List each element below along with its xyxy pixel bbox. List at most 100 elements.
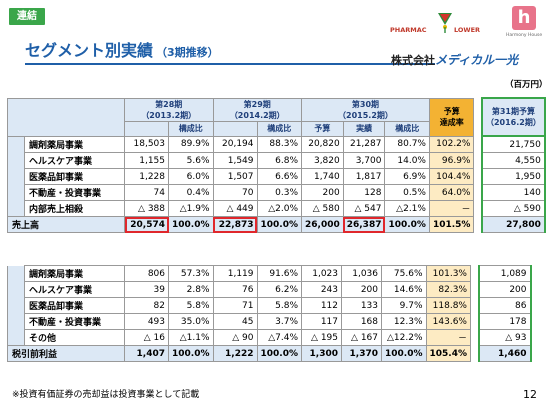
profit-cell-c30: 75.6% — [381, 265, 427, 282]
profit-cell-b30: 112 — [301, 297, 342, 314]
sales-cell-c28: △1.9% — [168, 200, 214, 217]
gap-cell — [473, 216, 482, 233]
sales-cell-a30: 21,287 — [342, 135, 386, 153]
title-underline — [25, 63, 435, 65]
sales-cell-a30: 128 — [342, 184, 386, 201]
profit-cell-c28: △1.1% — [168, 329, 214, 346]
profit-cell-a30: 200 — [341, 281, 382, 298]
title-subtitle: （3期推移） — [156, 46, 219, 59]
sales-cell-a29: 22,873 — [212, 216, 258, 233]
row-indent-bar — [7, 281, 25, 298]
harmony-house-icon: h — [512, 6, 536, 30]
header-p28: 第28期 （2013.2期） — [124, 97, 214, 122]
sales-cell-achv: － — [428, 200, 475, 217]
profit-cell-a28: 39 — [124, 281, 169, 298]
header-budget-achievement: 予算 達成率 — [428, 97, 475, 137]
gap-cell — [470, 345, 479, 362]
profit-cell-f31: △ 93 — [477, 329, 532, 346]
gap-cell — [470, 329, 479, 346]
profit-cell-a29: 71 — [212, 297, 258, 314]
profit-row: ヘルスケア事業 39 2.8% 76 6.2% 243 200 14.6% 82.3% 200 — [7, 281, 532, 298]
profit-total-row: 税引前利益 1,407 100.0% 1,222 100.0% 1,300 1,370 100… — [7, 345, 532, 362]
header-p29-comp: 構成比 — [256, 120, 302, 137]
sales-cell-achv: 104.4% — [428, 168, 475, 185]
profit-cell-a30: 168 — [341, 313, 382, 330]
consolidated-badge: 連結 — [9, 8, 45, 25]
profit-row-label: 不動産・投資事業 — [24, 313, 125, 330]
sales-cell-c29: 0.3% — [256, 184, 302, 201]
profit-cell-c28: 100.0% — [168, 345, 214, 362]
header-p29: 第29期 （2014.2期） — [212, 97, 302, 122]
sales-cell-achv: 102.2% — [428, 135, 475, 153]
unit-label: （百万円） — [505, 80, 548, 90]
sales-cell-c30: 6.9% — [384, 168, 430, 185]
sales-cell-a28: 20,574 — [124, 216, 169, 233]
profit-cell-c29: 6.2% — [256, 281, 302, 298]
sales-cell-a28: 1,155 — [124, 152, 169, 169]
page-number: 12 — [523, 388, 537, 401]
flower-logo-icon — [438, 13, 452, 33]
profit-cell-a28: 806 — [124, 265, 169, 282]
profit-cell-achv: 143.6% — [425, 313, 471, 330]
row-indent-bar — [7, 329, 25, 346]
sales-row-label: 医薬品卸事業 — [24, 168, 125, 185]
profit-cell-a30: △ 167 — [341, 329, 382, 346]
header-corner — [7, 97, 125, 137]
sales-cell-a29: 20,194 — [212, 135, 258, 153]
sales-cell-c28: 0.4% — [168, 184, 214, 201]
header-p30-budget: 予算 — [301, 120, 344, 137]
profit-row-label: 医薬品卸事業 — [24, 297, 125, 314]
profit-total-label: 税引前利益 — [7, 345, 125, 362]
profit-row: 調剤薬局事業 806 57.3% 1,119 91.6% 1,023 1,036 75.6% 1… — [7, 265, 532, 282]
gap-cell — [473, 168, 482, 185]
profit-cell-c29: 91.6% — [256, 265, 302, 282]
sales-cell-a30: △ 547 — [342, 200, 386, 217]
gap-cell — [473, 152, 482, 169]
sales-row: 医薬品卸事業 1,228 6.0% 1,507 6.6% 1,740 1,817 6.9% 10… — [7, 168, 546, 185]
profit-cell-a29: 1,119 — [212, 265, 258, 282]
row-indent-bar — [7, 200, 25, 217]
profit-cell-c30: 9.7% — [381, 297, 427, 314]
sales-cell-f31: 1,950 — [480, 168, 546, 185]
header-p30: 第30期 （2015.2期） — [301, 97, 430, 122]
profit-cell-a28: 82 — [124, 297, 169, 314]
sales-cell-a29: 1,549 — [212, 152, 258, 169]
profit-table: 調剤薬局事業 806 57.3% 1,119 91.6% 1,023 1,036 75.6% 1… — [7, 265, 532, 362]
footnote: ※投資有価証券の売却益は投資事業として記載 — [12, 390, 200, 400]
profit-cell-c30: 14.6% — [381, 281, 427, 298]
profit-cell-c30: 100.0% — [381, 345, 427, 362]
sales-cell-a30: 26,387 — [342, 216, 386, 233]
profit-cell-achv: － — [425, 329, 471, 346]
harmony-house-logo: h Harmony House — [506, 6, 548, 42]
profit-cell-a29: 45 — [212, 313, 258, 330]
gap-cell — [473, 200, 482, 217]
profit-cell-c29: 100.0% — [256, 345, 302, 362]
profit-cell-a30: 1,036 — [341, 265, 382, 282]
gap-cell — [470, 297, 479, 314]
sales-cell-c30: 0.5% — [384, 184, 430, 201]
profit-cell-c30: △12.2% — [381, 329, 427, 346]
profit-cell-a29: △ 90 — [212, 329, 258, 346]
sales-total-label: 売上高 — [7, 216, 125, 233]
profit-cell-c29: △7.4% — [256, 329, 302, 346]
profit-cell-b30: 117 — [301, 313, 342, 330]
logo-brand-right: LOWER — [454, 26, 481, 34]
profit-cell-b30: 243 — [301, 281, 342, 298]
gap-cell — [470, 313, 479, 330]
profit-cell-f31: 178 — [477, 313, 532, 330]
sales-cell-c29: △2.0% — [256, 200, 302, 217]
sales-cell-f31: 21,750 — [480, 135, 546, 153]
header-p30-actual: 実績 — [342, 120, 386, 137]
sales-row-label: 調剤薬局事業 — [24, 135, 125, 153]
sales-cell-a29: △ 449 — [212, 200, 258, 217]
sales-cell-a30: 1,817 — [342, 168, 386, 185]
gap-cell — [470, 281, 479, 298]
gap-cell — [470, 265, 479, 282]
sales-cell-f31: △ 590 — [480, 200, 546, 217]
sales-cell-achv: 101.5% — [428, 216, 475, 233]
sales-row: ヘルスケア事業 1,155 5.6% 1,549 6.8% 3,820 3,700 14.0%… — [7, 152, 546, 169]
sales-cell-achv: 64.0% — [428, 184, 475, 201]
sales-cell-a30: 3,700 — [342, 152, 386, 169]
sales-cell-c28: 89.9% — [168, 135, 214, 153]
gap-cell — [473, 184, 482, 201]
